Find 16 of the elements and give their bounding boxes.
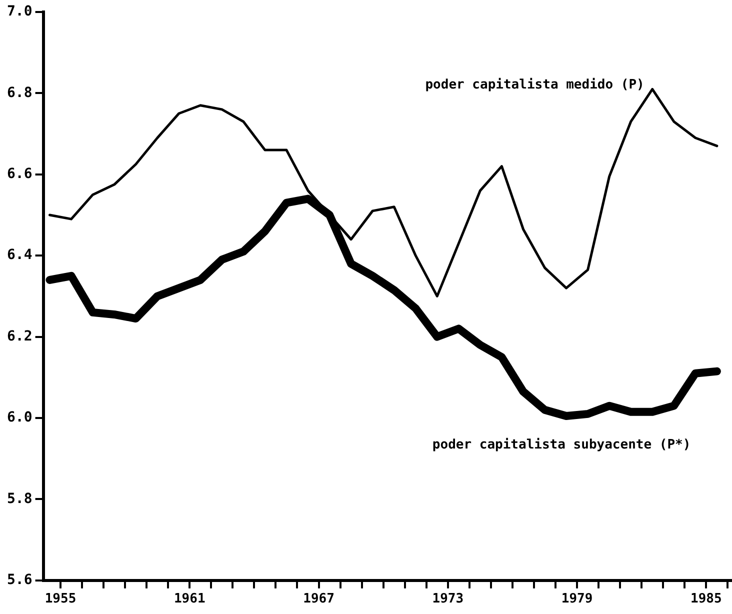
x-tick-label: 1967 [303, 592, 334, 607]
y-tick-label: 6.6 [6, 166, 32, 182]
x-tick-label: 1961 [174, 592, 206, 607]
series-label: poder capitalista medido (P) [425, 78, 644, 93]
x-tick-label: 1985 [690, 592, 722, 607]
x-tick-label: 1955 [44, 592, 76, 607]
x-tick-label: 1979 [561, 592, 593, 607]
x-tick-label: 1973 [432, 592, 464, 607]
y-tick-label: 5.8 [6, 490, 32, 507]
y-tick-label: 6.8 [6, 84, 32, 101]
y-tick-label: 6.0 [6, 410, 32, 426]
y-tick-label: 6.2 [6, 328, 32, 344]
y-tick-label: 6.4 [6, 247, 32, 264]
text: poder capitalista subyacente (P*) [432, 437, 691, 452]
y-tick-label: 7.0 [6, 4, 32, 20]
y-tick-label: 5.6 [6, 572, 32, 588]
